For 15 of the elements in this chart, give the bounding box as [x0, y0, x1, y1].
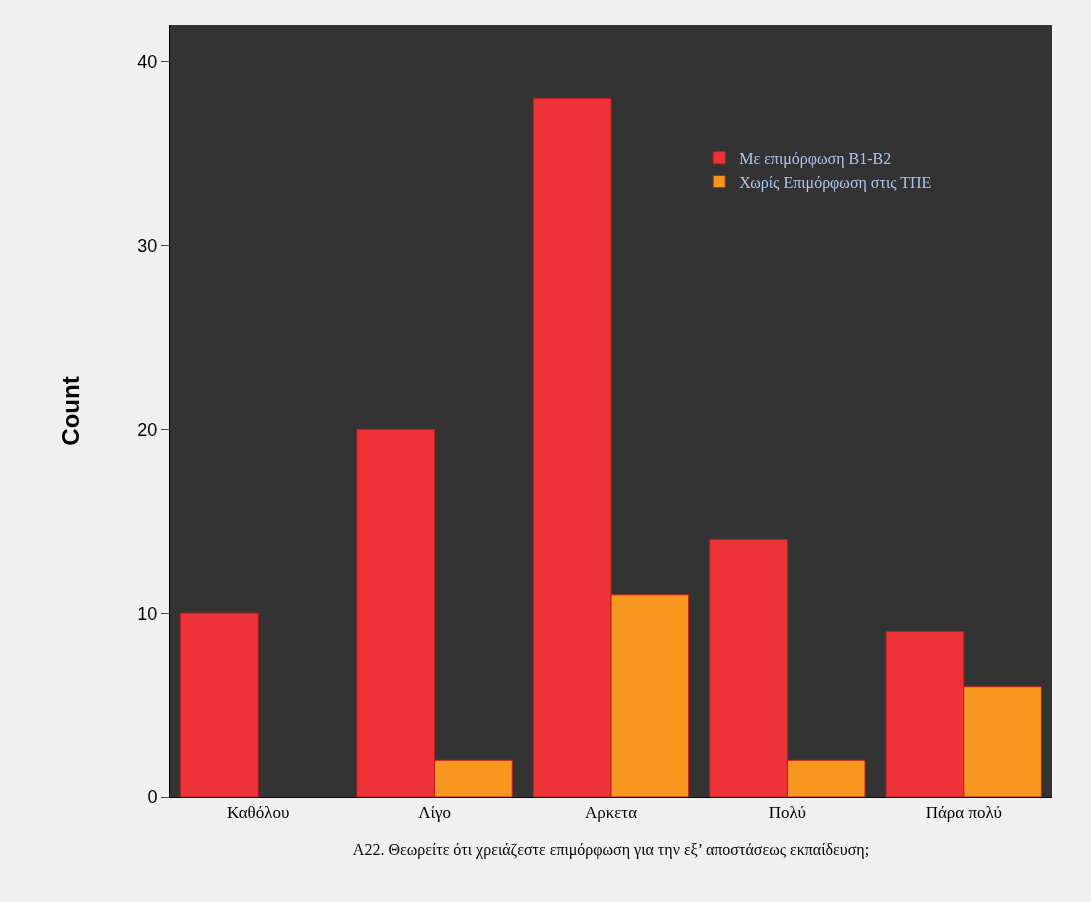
x-tick-label: Λίγο [418, 803, 452, 823]
y-tick-label: 10 [137, 603, 158, 624]
legend-label: Με επιμόρφωση Β1-Β2 [739, 149, 892, 168]
x-tick-label: Καθόλου [227, 803, 290, 823]
x-tick-label: Πάρα πολύ [925, 803, 1002, 823]
y-tick-label: 30 [137, 235, 158, 256]
y-tick-label: 0 [147, 787, 158, 808]
y-tick-label: 40 [137, 52, 158, 73]
y-axis-title: Count [57, 376, 85, 446]
x-tick-label: Πολύ [768, 803, 806, 823]
y-tick-label: 20 [137, 419, 158, 440]
x-tick-label: Αρκετα [584, 803, 638, 823]
x-axis-title: A22. Θεωρείτε ότι χρειάζεστε επιμόρφωση για την εξ’ αποστάσεως εκπαίδευση; [352, 841, 870, 859]
legend-label: Χωρίς Επιμόρφωση στις ΤΠΕ [739, 173, 932, 192]
bar [180, 612, 259, 797]
